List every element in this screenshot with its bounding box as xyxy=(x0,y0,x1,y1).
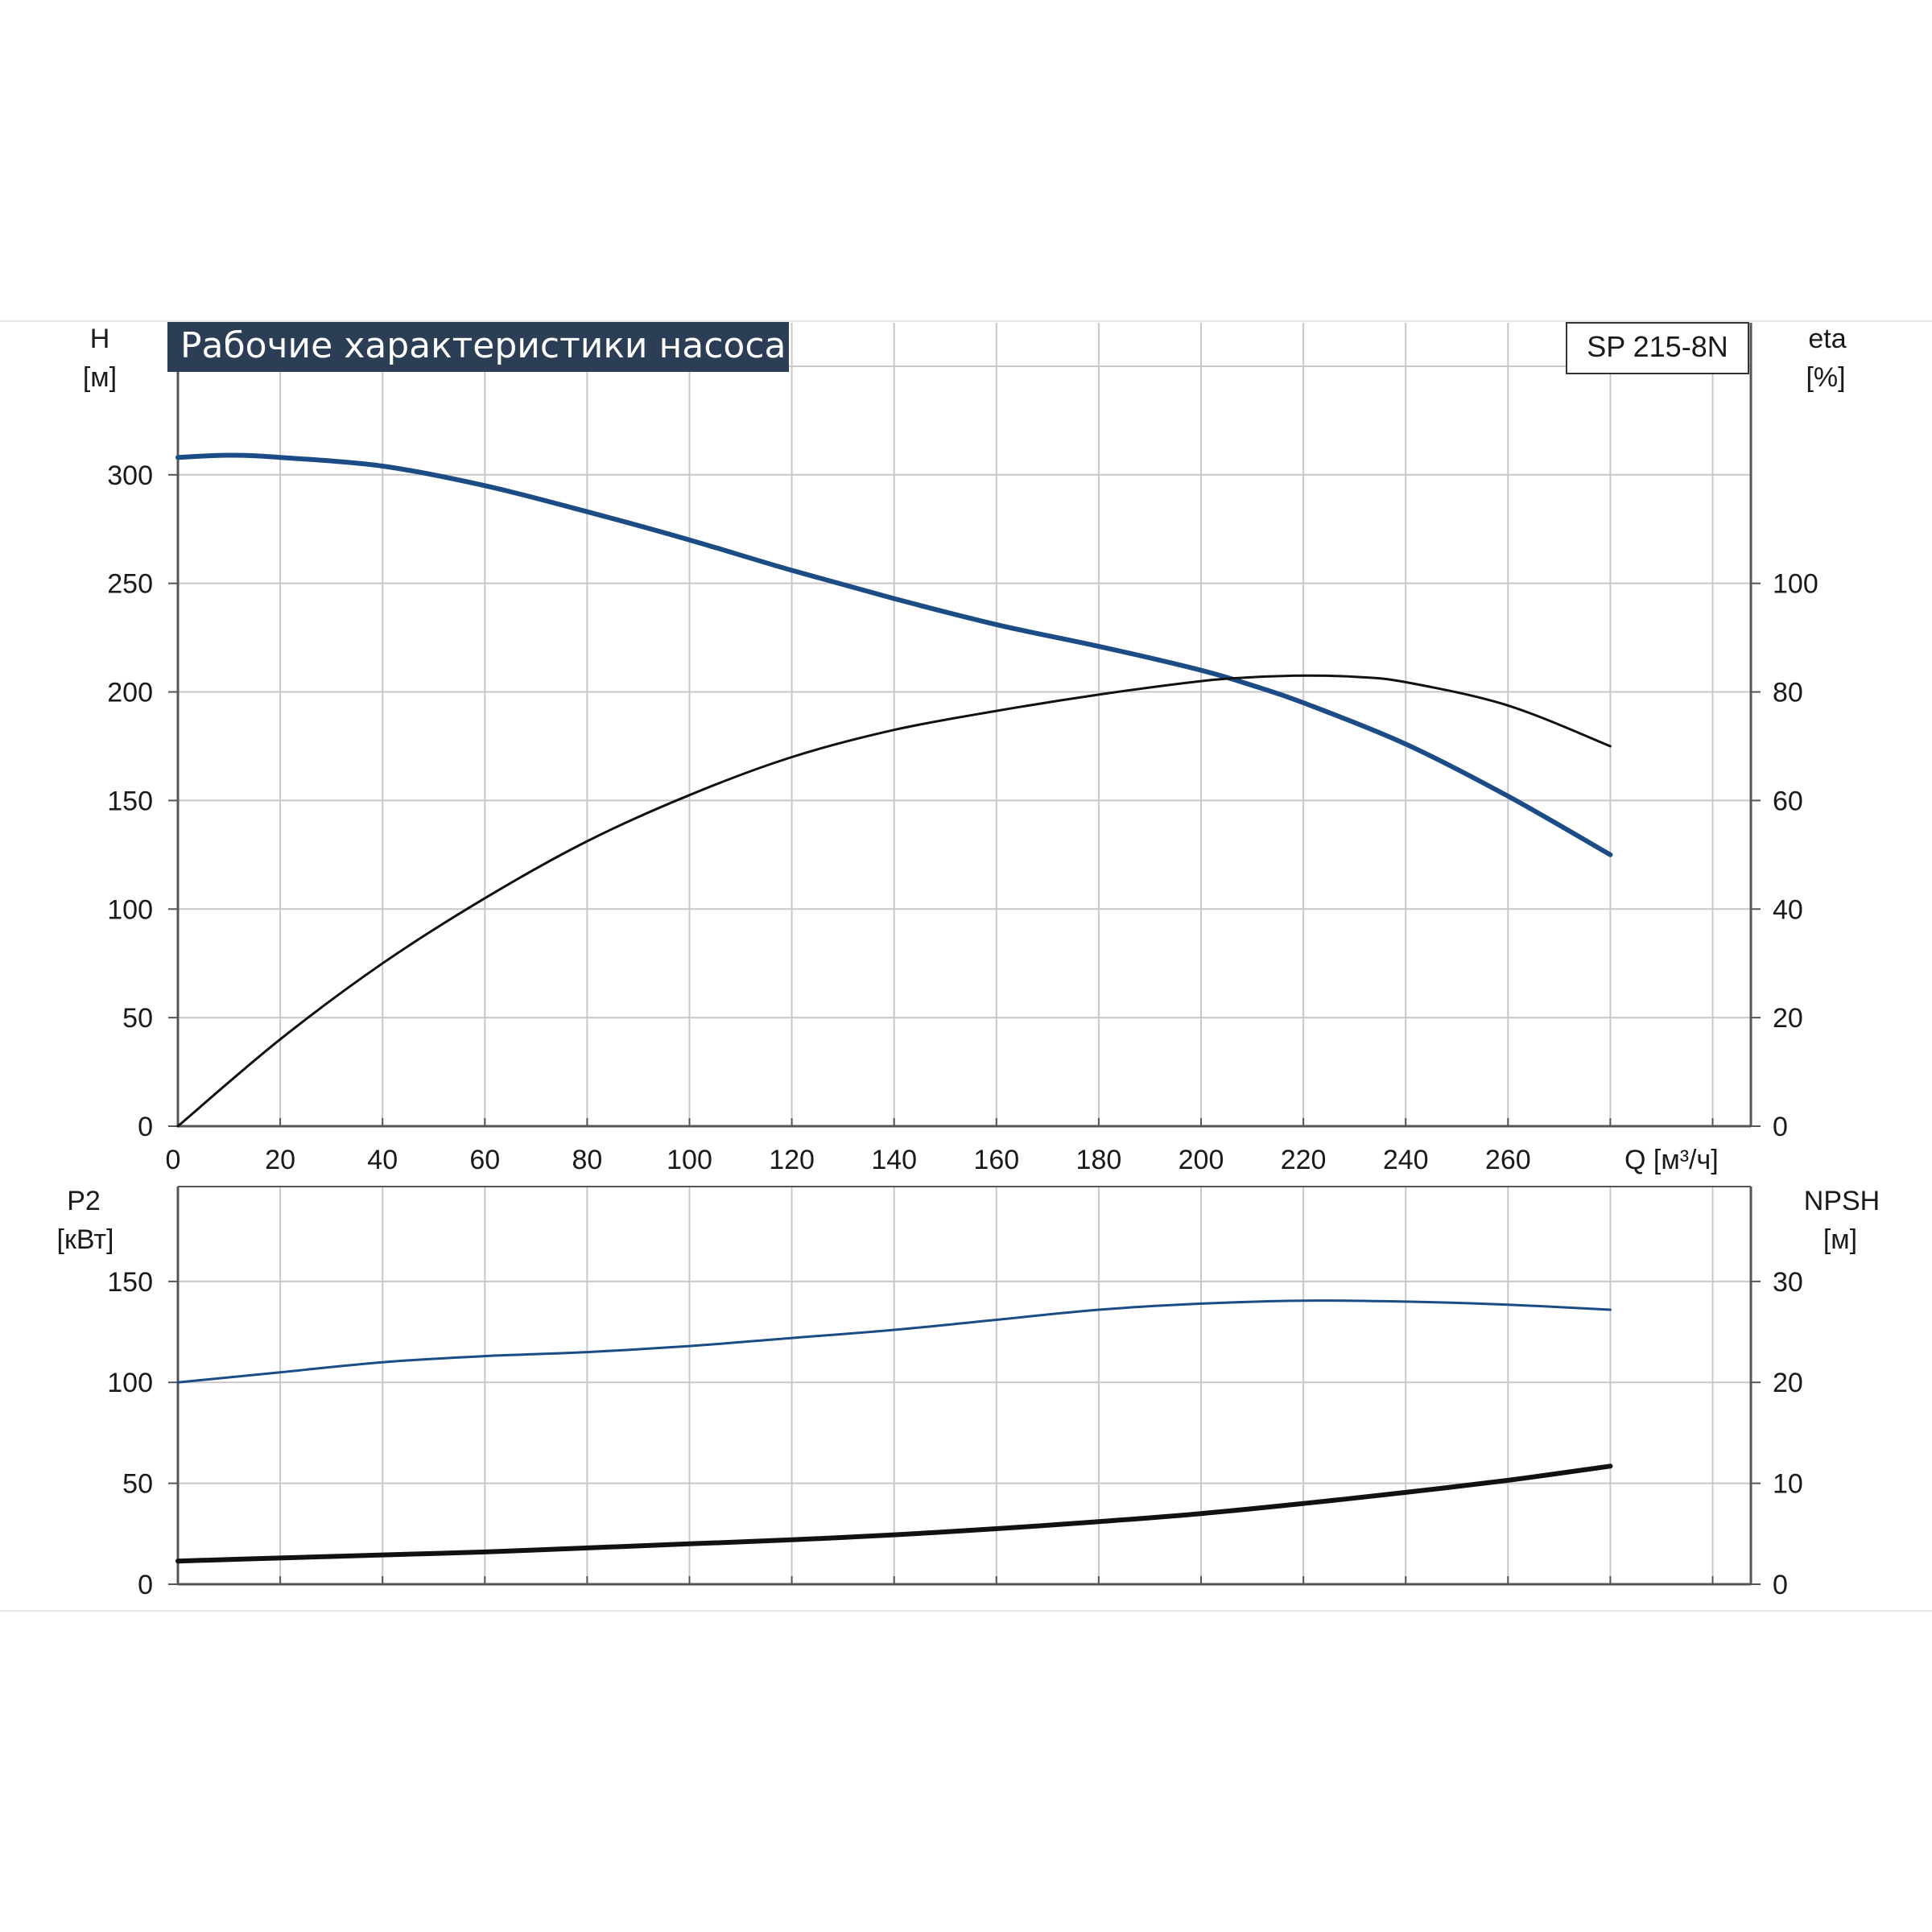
bottom-series-1-line xyxy=(175,1463,1613,1564)
bottom-panel-grid xyxy=(177,1187,1751,1585)
bottom-left-tick-label: 50 xyxy=(122,1469,153,1500)
top-series-1-line xyxy=(176,674,1612,1128)
top-left-tick-label: 150 xyxy=(107,786,153,816)
bottom-left-tick-label: 150 xyxy=(107,1267,153,1298)
x-tick-label: 100 xyxy=(667,1145,712,1175)
x-tick-label: 260 xyxy=(1485,1145,1531,1175)
x-tick-label: 0 xyxy=(166,1145,181,1175)
bottom-left-tick-label: 100 xyxy=(107,1368,153,1398)
eta-axis-label: eta xyxy=(1808,324,1846,354)
bottom-series-0-line xyxy=(176,1299,1612,1384)
q-axis-label: Q [м³/ч] xyxy=(1624,1145,1719,1175)
bottom-panel-curves xyxy=(175,1299,1613,1564)
chart-title: Рабочие характеристики насоса xyxy=(180,325,786,366)
top-series-0-line xyxy=(175,452,1613,857)
top-left-tick-label: 250 xyxy=(107,569,153,600)
x-tick-label: 80 xyxy=(572,1145,602,1175)
x-tick-label: 240 xyxy=(1383,1145,1429,1175)
model-box xyxy=(1566,322,1749,374)
model-label: SP 215-8N xyxy=(1587,330,1728,363)
x-tick-label: 180 xyxy=(1076,1145,1122,1175)
p2-axis-unit: [кВт] xyxy=(57,1224,114,1255)
top-left-tick-label: 0 xyxy=(138,1112,153,1142)
top-left-tick-label: 300 xyxy=(107,460,153,491)
top-panel-grid xyxy=(177,323,1751,1127)
x-tick-label: 20 xyxy=(265,1145,295,1175)
x-tick-label: 60 xyxy=(469,1145,500,1175)
x-tick-label: 220 xyxy=(1281,1145,1327,1175)
p2-axis-label: P2 xyxy=(67,1186,101,1216)
top-right-tick-label: 100 xyxy=(1773,569,1818,600)
x-tick-label: 160 xyxy=(973,1145,1019,1175)
top-right-tick-label: 60 xyxy=(1773,786,1803,816)
bottom-left-tick-label: 0 xyxy=(138,1570,153,1600)
title-box xyxy=(167,322,789,372)
h-axis-label: H xyxy=(90,324,110,354)
h-axis-unit: [м] xyxy=(83,362,117,393)
top-right-tick-label: 80 xyxy=(1773,678,1803,708)
top-right-tick-label: 20 xyxy=(1773,1003,1803,1034)
top-right-tick-label: 0 xyxy=(1773,1112,1788,1142)
x-tick-label: 40 xyxy=(367,1145,398,1175)
bottom-right-tick-label: 0 xyxy=(1773,1570,1788,1600)
top-left-tick-label: 200 xyxy=(107,678,153,708)
eta-axis-unit: [%] xyxy=(1806,362,1845,393)
npsh-axis-unit: [м] xyxy=(1823,1224,1857,1255)
x-tick-label: 120 xyxy=(769,1145,815,1175)
top-right-tick-label: 40 xyxy=(1773,894,1803,925)
x-tick-label: 140 xyxy=(871,1145,917,1175)
npsh-axis-label: NPSH xyxy=(1804,1186,1880,1216)
bottom-panel-frame xyxy=(168,1186,1761,1586)
bottom-right-tick-label: 20 xyxy=(1773,1368,1803,1398)
top-left-tick-label: 100 xyxy=(107,894,153,925)
top-panel-curves xyxy=(175,452,1613,1128)
bottom-right-tick-label: 10 xyxy=(1773,1469,1803,1500)
top-left-tick-label: 50 xyxy=(122,1003,153,1034)
bottom-right-tick-label: 30 xyxy=(1773,1267,1803,1298)
x-tick-label: 200 xyxy=(1179,1145,1224,1175)
